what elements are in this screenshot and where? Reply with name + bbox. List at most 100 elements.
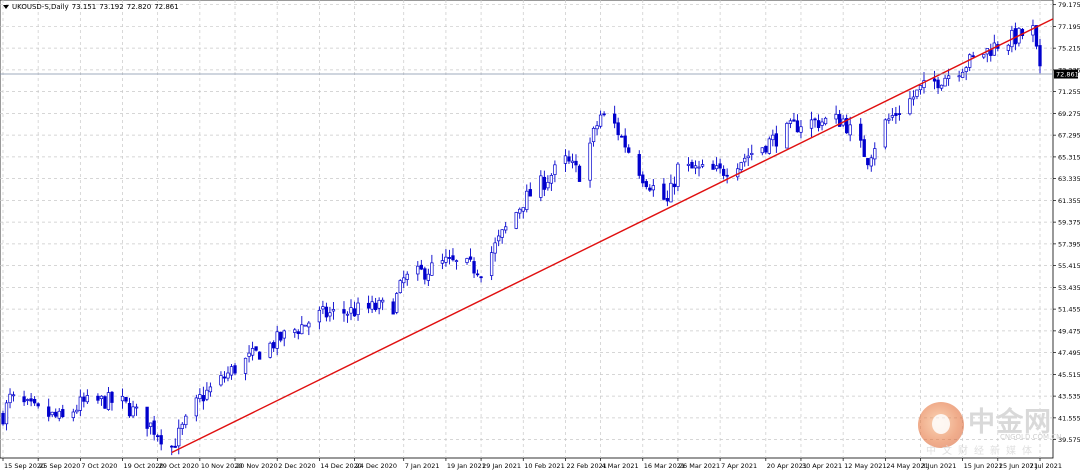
candle-body	[971, 55, 975, 58]
candle-body	[380, 299, 385, 303]
trendline-layer[interactable]	[171, 18, 1054, 454]
candle-body	[208, 386, 213, 393]
candle-body	[721, 168, 726, 176]
x-tick-label: 4 Mar 2021	[602, 462, 639, 470]
candle-body	[799, 126, 803, 133]
candle-body	[873, 148, 877, 160]
candle-body	[219, 375, 223, 386]
x-tick-label: 7 Jan 2021	[405, 462, 440, 470]
candle-body	[440, 260, 445, 264]
candle-body	[792, 119, 796, 122]
candle-body	[845, 118, 849, 134]
candle-body	[465, 258, 469, 263]
candle-body	[279, 331, 283, 341]
candle-body	[356, 302, 360, 316]
candle-body	[641, 174, 645, 184]
candle-body	[303, 324, 307, 327]
candle-body	[567, 156, 571, 162]
candle-body	[932, 78, 937, 82]
close-value: 72.861	[154, 3, 179, 11]
y-tick-label: 39.575	[1058, 436, 1080, 444]
candle-body	[423, 268, 427, 280]
candle-body	[697, 166, 701, 169]
y-tick-label: 47.495	[1058, 349, 1080, 357]
candle-body	[518, 208, 522, 214]
x-tick-label: 7 Jul 2021	[1029, 462, 1062, 470]
candle-body	[82, 396, 86, 402]
candle-body	[468, 256, 473, 260]
candle-body	[85, 395, 90, 403]
candle-body	[4, 402, 9, 425]
candle-body	[159, 435, 163, 445]
watermark-url: CNGOLD.COM.CN	[1000, 433, 1062, 441]
candle-body	[71, 411, 75, 418]
candle-body	[243, 357, 248, 374]
candle-body	[848, 124, 852, 136]
plot-area	[0, 0, 1054, 459]
candle-body	[866, 158, 870, 166]
y-tick-label: 57.395	[1058, 240, 1080, 248]
candle-body	[669, 182, 673, 203]
x-tick-label: 19 Jan 2021	[447, 462, 486, 470]
candle-body	[623, 135, 627, 148]
candle-body	[419, 264, 423, 270]
x-tick-label: 7 Oct 2020	[81, 462, 117, 470]
candle-body	[1006, 44, 1011, 51]
candle-body	[156, 435, 160, 438]
candle-body	[918, 85, 923, 91]
x-tick-label: 24 May 2021	[886, 462, 928, 470]
dropdown-triangle-icon[interactable]	[3, 5, 9, 9]
candle-body	[229, 366, 234, 376]
x-tick-label: 14 Dec 2020	[320, 462, 362, 470]
x-tick-label: 29 Oct 2020	[159, 462, 199, 470]
candle-body	[184, 415, 188, 426]
symbol-timeframe: UKOUSD-S,Daily	[12, 3, 69, 11]
candle-body	[690, 161, 694, 169]
candle-body	[370, 301, 374, 310]
candle-body	[257, 351, 262, 360]
current-price-layer: 72.861	[0, 69, 1079, 79]
candle-body	[961, 71, 965, 78]
x-tick-label: 22 Feb 2021	[566, 462, 606, 470]
candle-body	[869, 157, 873, 167]
x-tick-label: 15 Sep 2020	[4, 462, 45, 470]
candle-body	[54, 411, 58, 417]
candle-body	[497, 235, 501, 242]
candle-body	[915, 89, 919, 97]
candle-body	[75, 409, 79, 413]
candle-body	[750, 152, 754, 155]
candle-body	[771, 134, 775, 141]
candle-body	[1038, 45, 1042, 67]
y-tick-label: 69.275	[1058, 110, 1080, 118]
candle-body	[897, 113, 902, 115]
candle-body	[665, 198, 670, 202]
candle-body	[574, 160, 578, 166]
candle-body	[637, 154, 641, 176]
candle-body	[148, 422, 153, 427]
candle-body	[99, 395, 104, 399]
candle-body	[525, 190, 529, 210]
candle-body	[813, 118, 817, 121]
candle-body	[152, 420, 156, 435]
trendline[interactable]	[171, 18, 1054, 454]
candle-body	[820, 121, 824, 126]
candle-body	[549, 174, 554, 184]
candle-body	[553, 164, 557, 175]
x-tick-label: 24 Dec 2020	[356, 462, 398, 470]
y-tick-label: 45.515	[1058, 371, 1080, 379]
cngold-logo-icon	[918, 402, 964, 448]
candle-body	[591, 127, 596, 143]
candle-body	[686, 163, 691, 166]
x-tick-label: 30 Apr 2021	[802, 462, 842, 470]
candle-body	[1034, 25, 1039, 47]
candle-body	[444, 256, 448, 263]
candle-body	[746, 155, 750, 159]
candle-body	[957, 75, 961, 78]
candle-body	[911, 96, 916, 100]
candle-body	[61, 409, 65, 418]
y-tick-label: 63.335	[1058, 175, 1080, 183]
watermark-subtitle: 中文财经新媒体	[926, 446, 1038, 457]
watermark: 中金网 CNGOLD.COM.CN 中文财经新媒体	[918, 400, 1070, 457]
